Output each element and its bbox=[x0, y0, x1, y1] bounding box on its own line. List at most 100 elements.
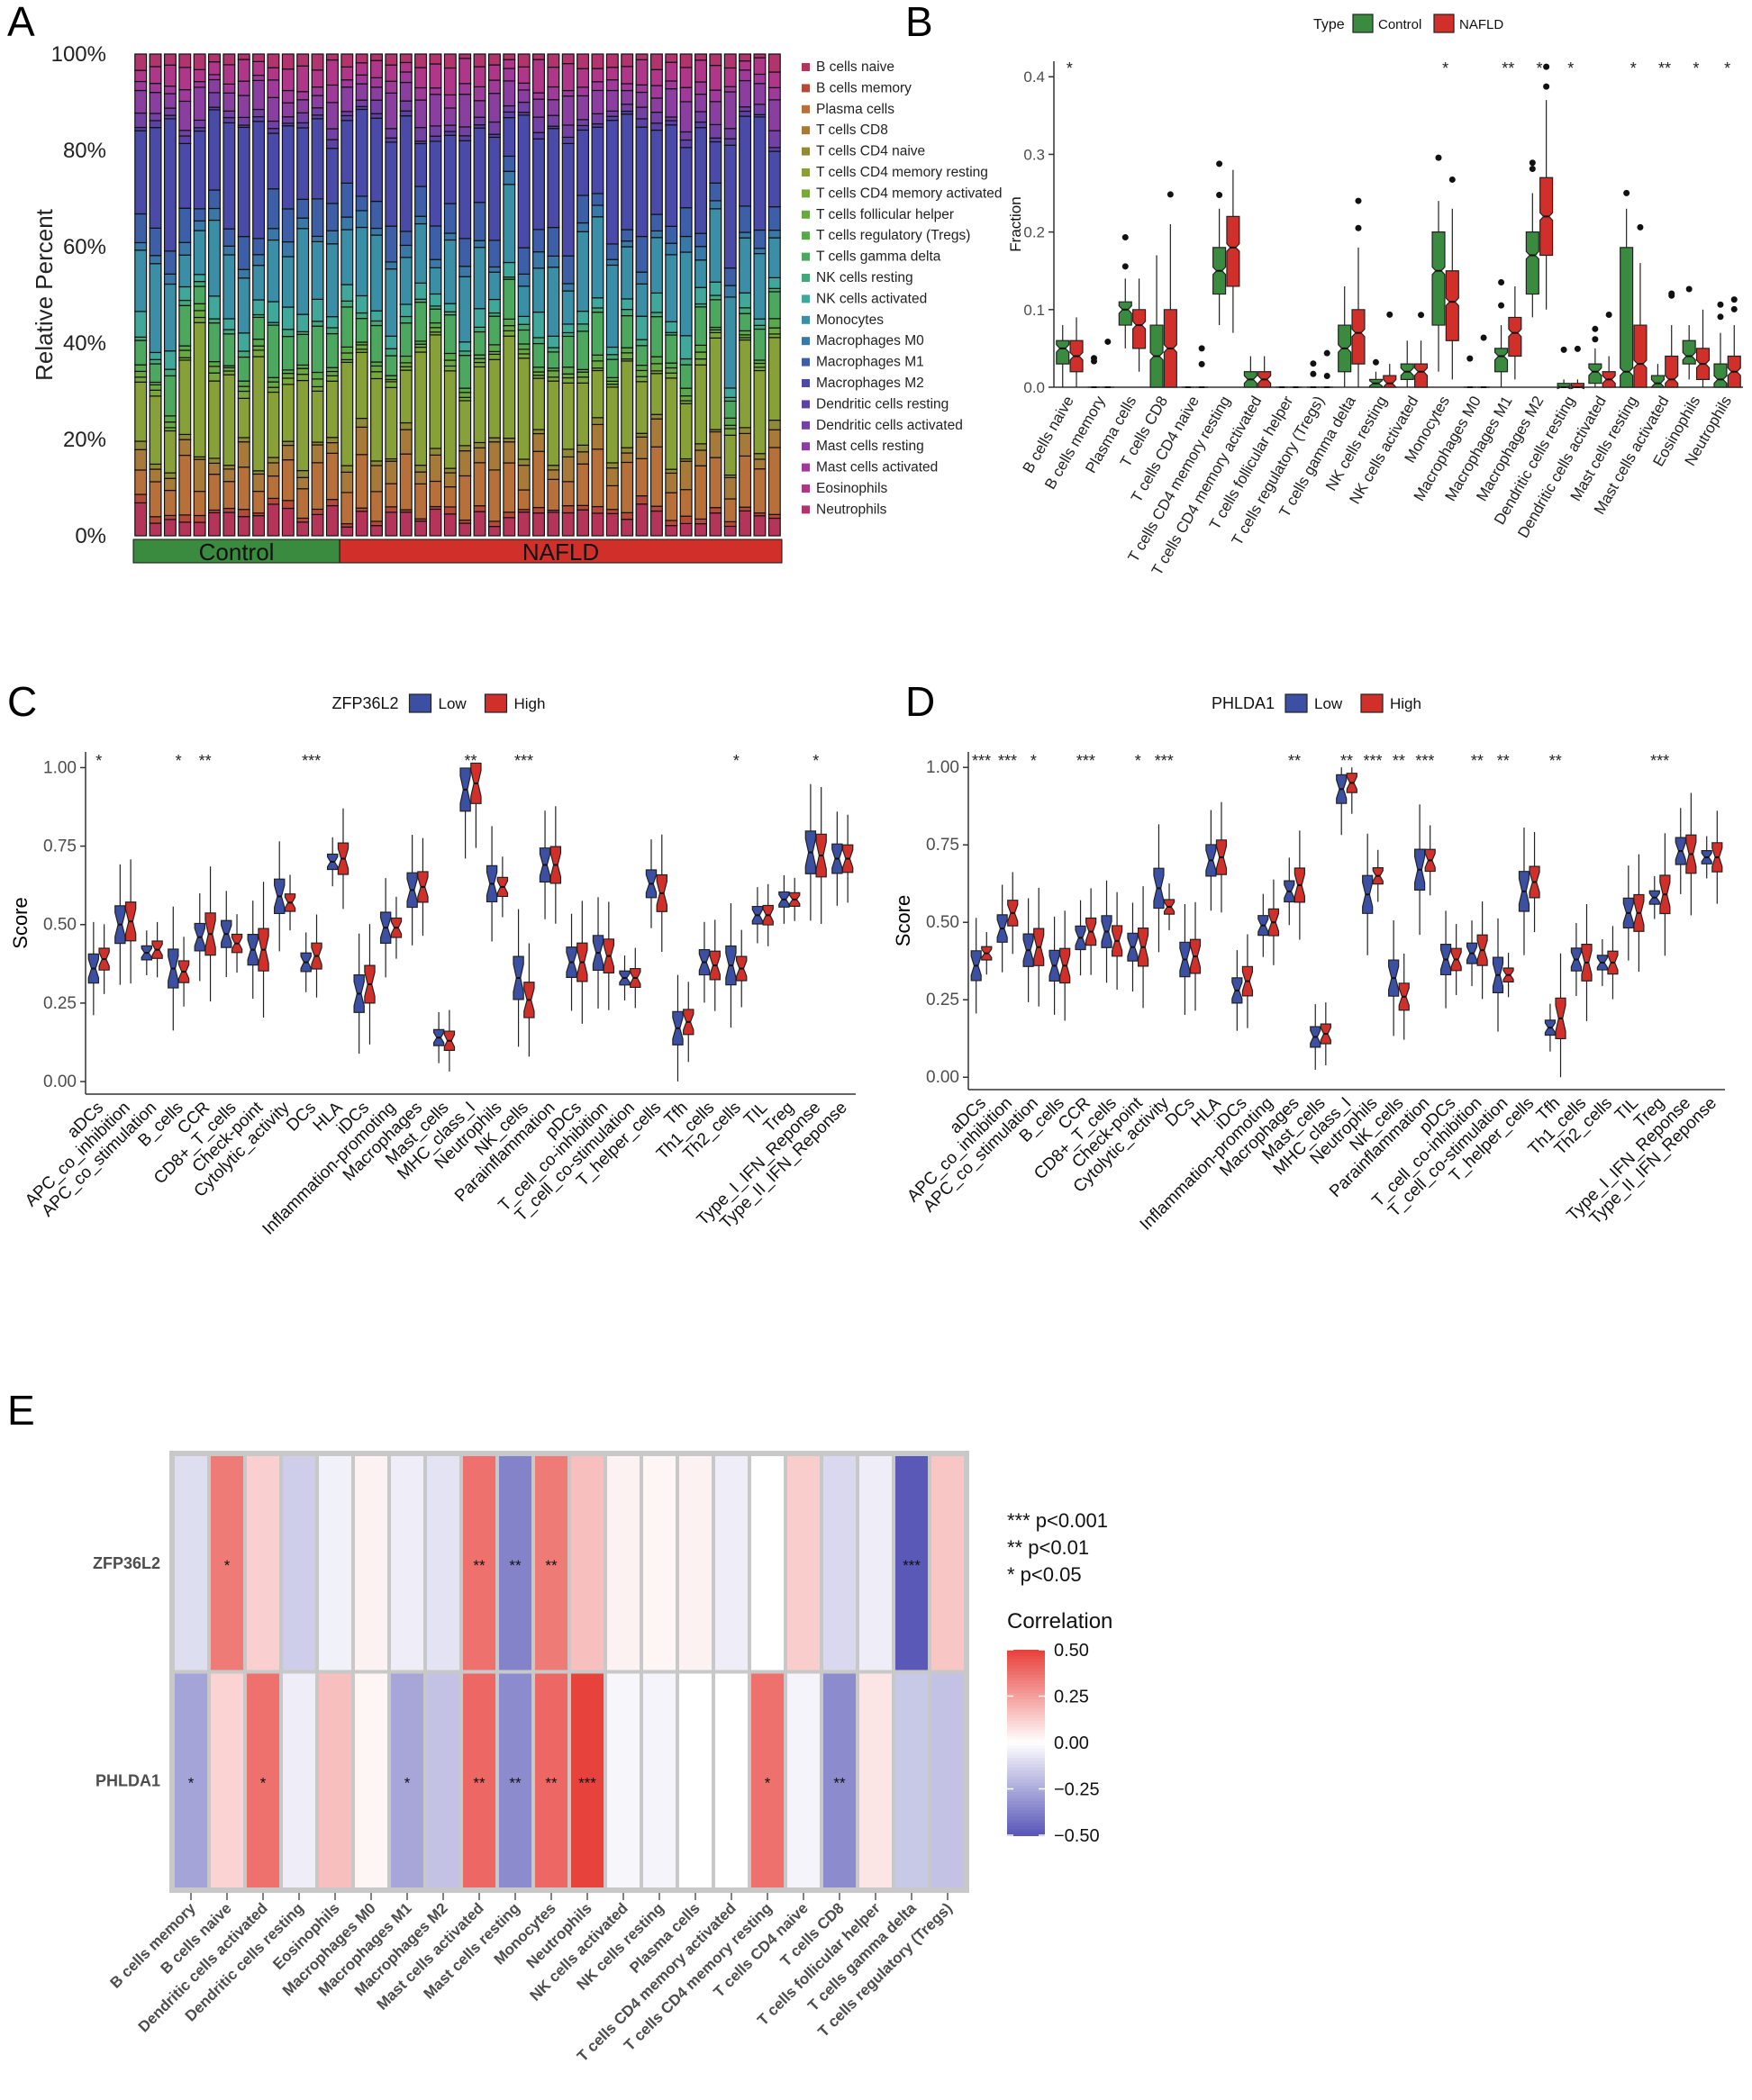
stacked-bar-segment bbox=[193, 230, 206, 276]
stacked-bar-segment bbox=[237, 437, 250, 443]
stacked-bar-segment bbox=[399, 244, 413, 258]
stacked-bar-segment bbox=[443, 365, 457, 372]
cell-significance-star: * bbox=[404, 1774, 411, 1791]
legend-label: Low bbox=[439, 695, 468, 712]
legend-swatch bbox=[802, 505, 810, 514]
stacked-bar-segment bbox=[281, 384, 295, 442]
significance-star: * bbox=[733, 752, 740, 770]
stacked-bar-segment bbox=[576, 53, 590, 69]
stacked-bar-segment bbox=[193, 208, 206, 222]
stacked-bar-segment bbox=[621, 314, 634, 348]
stacked-bar-segment bbox=[547, 376, 560, 382]
significance-star: ** bbox=[1658, 59, 1671, 77]
stacked-bar-segment bbox=[163, 273, 177, 285]
stacked-bar-segment bbox=[311, 235, 324, 242]
stacked-bar-segment bbox=[281, 256, 295, 308]
stacked-bar-segment bbox=[340, 114, 354, 122]
stacked-bar-segment bbox=[547, 66, 560, 88]
stacked-bar-segment bbox=[487, 266, 501, 273]
stacked-bar-segment bbox=[665, 525, 678, 537]
stacked-bar-segment bbox=[443, 370, 457, 469]
stacked-bar-segment bbox=[694, 306, 707, 346]
y-tick-label: 0.25 bbox=[43, 994, 77, 1013]
stacked-bar-segment bbox=[281, 373, 295, 379]
stacked-bar-segment bbox=[178, 439, 192, 457]
stacked-bar-segment bbox=[532, 432, 545, 452]
stacked-bar-segment bbox=[621, 66, 634, 85]
stacked-bar-segment bbox=[635, 235, 649, 273]
outlier-point bbox=[1730, 296, 1738, 303]
stacked-bar-segment bbox=[649, 230, 663, 239]
colorbar-band bbox=[1007, 1671, 1045, 1676]
stacked-bar-segment bbox=[237, 53, 250, 60]
stacked-bar-segment bbox=[208, 380, 221, 459]
legend-swatch bbox=[408, 693, 432, 713]
stacked-bar-segment bbox=[767, 420, 781, 430]
stacked-bar-segment bbox=[429, 258, 442, 268]
stacked-bar-segment bbox=[753, 328, 767, 361]
legend-label: NK cells activated bbox=[816, 291, 927, 306]
colorbar-band bbox=[1007, 1698, 1045, 1704]
stacked-bar-segment bbox=[178, 454, 192, 516]
stacked-bar-segment bbox=[739, 237, 752, 294]
stacked-bar-segment bbox=[208, 360, 221, 367]
stacked-bar-segment bbox=[649, 292, 663, 313]
outlier-point bbox=[1637, 223, 1644, 231]
stacked-bar-segment bbox=[281, 125, 295, 210]
stacked-bar-segment bbox=[385, 261, 398, 270]
stacked-bar-segment bbox=[709, 281, 722, 296]
stacked-bar-segment bbox=[193, 81, 206, 88]
stacked-bar-segment bbox=[296, 53, 310, 67]
stacked-bar-segment bbox=[296, 374, 310, 382]
stacked-bar-segment bbox=[649, 112, 663, 124]
stacked-bar-segment bbox=[193, 274, 206, 283]
stacked-bar-segment bbox=[267, 53, 280, 68]
group-label-nafld: NAFLD bbox=[522, 539, 599, 566]
stacked-bar-segment bbox=[503, 330, 516, 337]
stacked-bar-segment bbox=[503, 104, 516, 113]
stacked-bar-segment bbox=[149, 227, 162, 257]
colorbar-band bbox=[1007, 1708, 1045, 1713]
stacked-bar-segment bbox=[208, 53, 221, 63]
stacked-bar-segment bbox=[222, 64, 236, 85]
stacked-bar-segment bbox=[694, 286, 707, 305]
stacked-bar-segment bbox=[458, 140, 472, 240]
outlier-point bbox=[1323, 349, 1330, 357]
colorbar-band bbox=[1007, 1779, 1045, 1784]
box-body bbox=[1413, 363, 1429, 388]
stacked-bar-segment bbox=[149, 120, 162, 129]
stacked-bar-segment bbox=[222, 53, 236, 66]
stacked-bar-segment bbox=[296, 228, 310, 315]
stacked-bar-segment bbox=[208, 372, 221, 382]
stacked-bar-segment bbox=[267, 386, 280, 394]
stacked-bar-segment bbox=[635, 503, 649, 537]
stacked-bar-segment bbox=[385, 483, 398, 508]
stacked-bar-segment bbox=[325, 102, 339, 130]
stacked-bar-segment bbox=[178, 299, 192, 306]
stacked-bar-segment bbox=[134, 311, 148, 338]
significance-star: *** bbox=[1076, 752, 1095, 770]
y-tick-label: 0.00 bbox=[926, 1068, 959, 1087]
stacked-bar-segment bbox=[267, 228, 280, 241]
stacked-bar-segment bbox=[370, 59, 383, 78]
heatmap-cell bbox=[423, 1670, 463, 1891]
stacked-bar-segment bbox=[767, 429, 781, 448]
stacked-bar-segment bbox=[252, 53, 266, 62]
outlier-point bbox=[1216, 192, 1223, 199]
stacked-bar-segment bbox=[723, 67, 737, 87]
box-body bbox=[1351, 309, 1366, 365]
stacked-bar-segment bbox=[370, 520, 383, 527]
y-tick-label: 0.0 bbox=[1023, 379, 1045, 396]
legend-label: Macrophages M2 bbox=[816, 376, 924, 391]
stacked-bar-segment bbox=[149, 351, 162, 360]
stacked-bar-segment bbox=[694, 93, 707, 113]
legend-label: NK cells resting bbox=[816, 270, 913, 285]
colorbar-band bbox=[1007, 1829, 1045, 1833]
significance-star: *** bbox=[1363, 752, 1382, 770]
stacked-bar-segment bbox=[399, 453, 413, 511]
outlier-point bbox=[1435, 154, 1442, 161]
stacked-bar-segment bbox=[635, 432, 649, 438]
panel-c-boxplot: 0.00 0.25 0.50 0.75 1.00 Score ZFP36L2 Low High *… bbox=[9, 693, 856, 1239]
stacked-bar-segment bbox=[649, 356, 663, 365]
stacked-bar-segment bbox=[458, 276, 472, 343]
